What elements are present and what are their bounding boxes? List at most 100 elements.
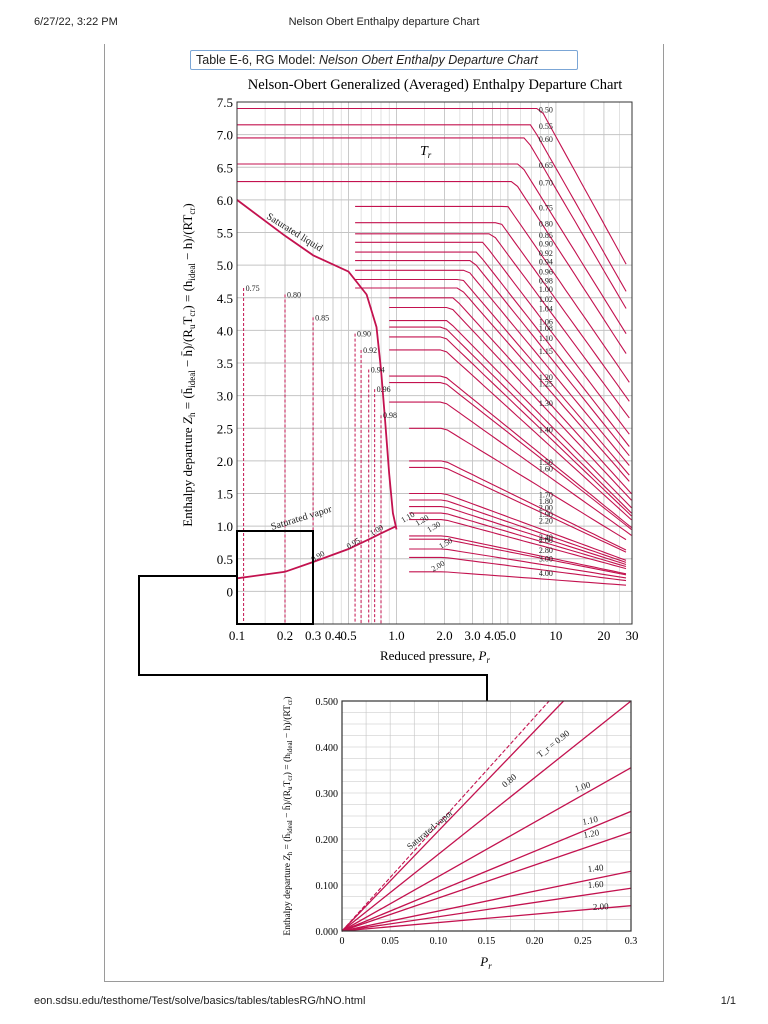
isotherm-label: 0.80: [539, 220, 553, 229]
x-tick-label: 0.5: [340, 628, 356, 643]
x-tick-label: 0.4: [325, 628, 342, 643]
isotherm-curve: [409, 466, 627, 553]
inset-series-label: 1.10: [581, 814, 599, 827]
y-tick-label: 2.0: [217, 454, 233, 469]
isotherm-curve: [409, 535, 627, 575]
isotherm-label: 1.70: [539, 491, 553, 500]
inset-x-tick-label: 0.20: [526, 936, 544, 947]
main-plot-frame: [236, 101, 633, 625]
saturated-liquid-curve: [236, 199, 398, 530]
liquid-isotherm-label: 0.75: [246, 284, 260, 293]
vapor-isotherm-label: 1.00: [368, 523, 385, 538]
isotherm-curve: [355, 205, 630, 383]
isotherm-label: 0.65: [539, 161, 553, 170]
main-axes: [236, 101, 633, 625]
isotherm-label: 1.08: [539, 324, 553, 333]
x-tick-label: 10: [549, 628, 562, 643]
isotherm-curve: [409, 492, 627, 561]
inset-x-tick-label: 0: [340, 936, 345, 947]
isotherm-curve: [389, 306, 632, 501]
y-tick-label: 6.0: [217, 193, 233, 208]
liquid-isotherm-label: 0.90: [357, 330, 371, 339]
isotherm-label: 2.60: [539, 536, 553, 545]
main-grid: [236, 101, 633, 625]
main-curves: [236, 107, 632, 624]
isotherm-curve: [237, 137, 627, 309]
inset-series-label: 1.00: [574, 779, 593, 794]
isotherm-curve: [237, 163, 627, 334]
inset-series-line: [341, 810, 632, 932]
x-tick-label: 2.0: [436, 628, 452, 643]
x-tick-label: 4.0: [484, 628, 500, 643]
x-tick-label: 3.0: [464, 628, 480, 643]
isotherm-label: 2.80: [539, 546, 553, 555]
inset-series-line: [341, 905, 632, 932]
isotherm-curve: [355, 222, 630, 402]
isotherm-label: 0.70: [539, 179, 553, 188]
isotherm-curve: [355, 269, 630, 466]
inset-series-line: [341, 767, 632, 932]
isotherm-label: 1.06: [539, 318, 553, 327]
isotherm-curve: [409, 519, 627, 570]
isotherm-label: 1.15: [539, 347, 553, 356]
isotherm-label: 0.75: [539, 203, 553, 212]
y-tick-label: 6.5: [217, 160, 233, 175]
isotherm-label: 0.90: [539, 239, 553, 248]
saturated-vapor-label: Saturated vapor: [270, 504, 334, 533]
liquid-isotherm-label: 0.92: [363, 346, 377, 355]
y-tick-label: 0.5: [217, 552, 233, 567]
x-tick-label: 30: [626, 628, 639, 643]
inset-y-tick-label: 0.300: [316, 789, 339, 800]
x-tick-label: 0.3: [305, 628, 321, 643]
isotherm-label: 2.00: [539, 504, 553, 513]
isotherm-curve: [409, 499, 627, 563]
isotherm-label: 0.96: [539, 267, 553, 276]
inset-series-line: [341, 700, 565, 932]
liquid-isotherm-label: 0.96: [377, 385, 391, 394]
liquid-isotherm-label: 0.80: [287, 290, 301, 299]
inset-series-label: 0.80: [500, 771, 519, 789]
inset-labels: T_r = 0.900.80 1.001.101.201.401.602.000 0…: [316, 697, 638, 947]
y-tick-label: 7.5: [217, 95, 233, 110]
inset-y-tick-label: 0.000: [316, 927, 339, 938]
isotherm-curve: [355, 260, 630, 457]
isotherm-curve: [409, 512, 627, 568]
isotherm-label: 1.25: [539, 380, 553, 389]
caption-prefix: Table E-6, RG Model:: [196, 53, 319, 67]
isotherm-label: 0.98: [539, 276, 553, 285]
vapor-isotherm-label: 1.10: [400, 510, 417, 525]
isotherm-label: 1.10: [539, 334, 553, 343]
isotherm-label: 1.00: [539, 285, 553, 294]
inset-series-label: T_r = 0.90: [535, 728, 572, 760]
isotherm-curve: [389, 336, 632, 517]
x-tick-label: 5.0: [500, 628, 516, 643]
inset-x-tick-label: 0.25: [574, 936, 592, 947]
isotherm-curve: [389, 382, 632, 531]
inset-plot-frame: [341, 700, 632, 932]
y-tick-label: 7.0: [217, 128, 233, 143]
print-title: Nelson Obert Enthalpy departure Chart: [288, 16, 480, 28]
print-date: 6/27/22, 3:22 PM: [34, 16, 118, 28]
isotherm-label: 0.92: [539, 249, 553, 258]
isotherm-label: 0.94: [539, 258, 553, 267]
isotherm-curve: [389, 297, 632, 495]
isotherm-label: 0.50: [539, 106, 553, 115]
inset-y-axis-label: Enthalpy departure Zh = (h̄ideal − h̄)/(…: [281, 696, 294, 935]
inset-x-tick-label: 0.3: [625, 936, 638, 947]
isotherm-label: 2.40: [539, 533, 553, 542]
y-tick-label: 5.5: [217, 226, 233, 241]
y-tick-label: 2.5: [217, 421, 233, 436]
isotherm-curve: [355, 278, 630, 476]
zoom-connector: [138, 530, 488, 701]
inset-series-label: 1.60: [587, 879, 604, 890]
inset-x-tick-label: 0.05: [381, 936, 399, 947]
isotherm-curve: [389, 349, 632, 521]
isotherm-curve: [409, 538, 627, 576]
y-tick-label: 1.5: [217, 487, 233, 502]
vapor-isotherm-label: 2.00: [430, 559, 447, 574]
inset-saturated-vapor-label: Saturated vapor: [405, 807, 455, 851]
inset-saturated-vapor-line: [341, 700, 550, 932]
isotherm-label: 1.90: [539, 510, 553, 519]
y-tick-label: 3.0: [217, 389, 233, 404]
